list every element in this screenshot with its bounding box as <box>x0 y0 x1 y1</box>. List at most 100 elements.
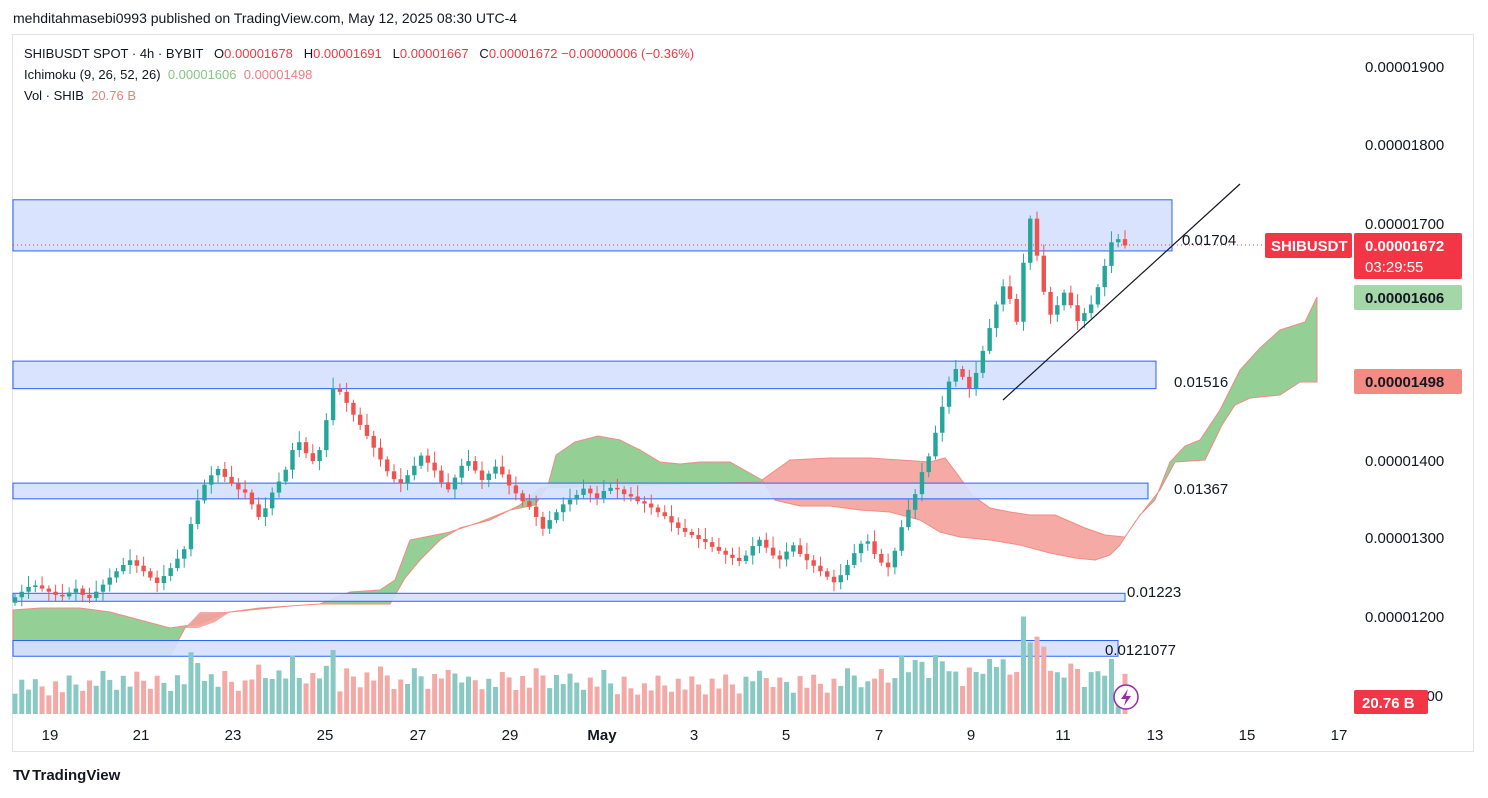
candle-body <box>1034 218 1040 256</box>
lightning-icon[interactable] <box>1113 684 1139 710</box>
zone-box[interactable] <box>12 360 1157 390</box>
candle-body <box>493 466 498 474</box>
volume-bar <box>168 691 174 714</box>
time-tick: 3 <box>690 727 698 744</box>
candle-body <box>676 522 681 528</box>
candle-body <box>669 516 674 523</box>
candle-body <box>405 475 410 484</box>
candle-body <box>87 594 92 599</box>
candle-body <box>547 520 552 529</box>
candle-body <box>46 588 52 592</box>
volume-bar <box>452 673 458 714</box>
volume-bar <box>824 692 830 714</box>
volume-bar <box>181 684 187 714</box>
candle-body <box>628 494 634 497</box>
volume-bar <box>398 679 404 714</box>
candle-body <box>466 461 471 466</box>
zone-box[interactable] <box>12 199 1173 252</box>
candle-body <box>791 545 796 552</box>
volume-bar <box>1007 674 1013 714</box>
zone-label-1: 0.01704 <box>1182 232 1236 249</box>
candle-body <box>317 450 322 462</box>
candle-body <box>473 461 478 471</box>
candle-body <box>601 490 607 499</box>
ichimoku-legend: Ichimoku (9, 26, 52, 26) 0.00001606 0.00… <box>24 67 313 82</box>
candle-body <box>283 469 288 482</box>
candle-body <box>906 509 911 528</box>
candle-body <box>364 424 370 436</box>
volume-bar <box>655 675 661 714</box>
candle-body <box>330 388 336 421</box>
volume-bar <box>689 676 695 714</box>
candle-body <box>703 538 708 543</box>
zone-box[interactable] <box>12 482 1149 500</box>
candle-body <box>263 508 268 517</box>
candle-body <box>452 477 458 490</box>
volume-bar <box>73 684 79 714</box>
volume-bar <box>107 679 113 714</box>
volume-bar <box>486 678 492 714</box>
volume-bar <box>763 678 769 714</box>
volume-bar <box>513 690 519 714</box>
volume-bar <box>418 676 424 714</box>
span-b-badge-text: 0.00001498 <box>1365 374 1444 391</box>
volume-bar <box>878 669 884 714</box>
volume-bar <box>1068 663 1074 714</box>
zone-box[interactable] <box>12 592 1126 602</box>
candle-body <box>378 447 383 460</box>
candle-body <box>432 462 437 471</box>
volume-bar <box>581 689 587 714</box>
zone-label-3: 0.01367 <box>1174 481 1228 498</box>
volume-bar <box>32 679 38 714</box>
volume-bar <box>53 681 59 714</box>
candle-body <box>574 494 579 500</box>
time-tick: 27 <box>410 727 427 744</box>
price-tick-1900: 0.00001900 <box>1365 59 1444 76</box>
candle-body <box>838 575 843 583</box>
candle-body <box>236 483 241 490</box>
volume-bar <box>269 679 275 714</box>
candle-body <box>919 472 925 495</box>
volume-bar <box>100 670 106 714</box>
candle-body <box>479 470 485 480</box>
volume-bar <box>574 682 580 714</box>
candle-body <box>885 562 891 568</box>
zone-box[interactable] <box>12 640 1119 657</box>
volume-bar <box>723 674 729 714</box>
candle-body <box>933 432 938 457</box>
volume-bar <box>594 686 600 714</box>
candle-body <box>412 465 417 476</box>
volume-bar <box>621 676 627 714</box>
volume-bar <box>364 672 370 714</box>
volume-badge <box>1354 690 1428 714</box>
volume-bar <box>377 666 383 714</box>
price-tick-1400: 0.00001400 <box>1365 453 1444 470</box>
volume-bar <box>344 668 350 714</box>
trendline[interactable] <box>1002 183 1241 401</box>
span-b-badge <box>1354 369 1462 394</box>
candle-body <box>608 487 613 491</box>
candle-body <box>649 503 654 508</box>
candle-body <box>852 553 857 565</box>
candle-body <box>445 482 451 490</box>
publish-info: mehditahmasebi0993 published on TradingV… <box>13 10 518 26</box>
candle-body <box>635 496 640 502</box>
countdown-text: 03:29:55 <box>1365 259 1423 276</box>
tradingview-watermark: TV TradingView <box>13 767 121 784</box>
candle-body <box>689 531 695 536</box>
volume-bar <box>946 671 952 714</box>
volume-bar <box>777 677 783 714</box>
candle-body <box>425 455 431 463</box>
candle-body <box>926 456 931 473</box>
candle-body <box>80 588 85 595</box>
volume-bar <box>567 673 573 714</box>
symbol-badge <box>1265 233 1352 258</box>
volume-bar <box>696 684 702 714</box>
candle-body <box>1088 304 1094 314</box>
volume-bar <box>960 686 966 714</box>
candle-body <box>540 516 546 529</box>
candle-body <box>520 493 525 502</box>
volume-bar <box>770 687 776 714</box>
volume-bar <box>127 686 133 714</box>
